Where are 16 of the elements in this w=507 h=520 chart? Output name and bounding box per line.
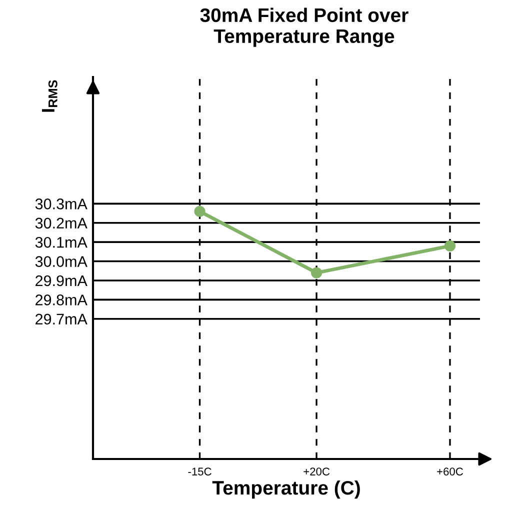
y-tick-label: 30.0mA	[35, 256, 88, 267]
x-tick-label: -15C	[188, 468, 212, 476]
y-tick-label: 29.7mA	[36, 314, 88, 325]
y-tick-label: 30.1mA	[35, 236, 88, 248]
x-axis-title: Temperature (C)	[212, 480, 360, 499]
point	[444, 240, 456, 252]
x-tick-label: +60C	[437, 468, 463, 476]
y-tick-label: 30.3mA	[35, 198, 88, 210]
y-tick-label: 29.8mA	[36, 294, 88, 306]
point	[194, 206, 206, 217]
y-tick-label: 29.9mA	[36, 275, 88, 286]
point	[310, 267, 322, 278]
y-tick-label: 30.2mA	[35, 218, 88, 229]
chart-title: 30mA Fixed Point over Temperature Range	[200, 8, 408, 47]
x-tick-label: +20C	[304, 468, 330, 476]
y-axis-title: I$_{RMS}$	[42, 80, 58, 112]
